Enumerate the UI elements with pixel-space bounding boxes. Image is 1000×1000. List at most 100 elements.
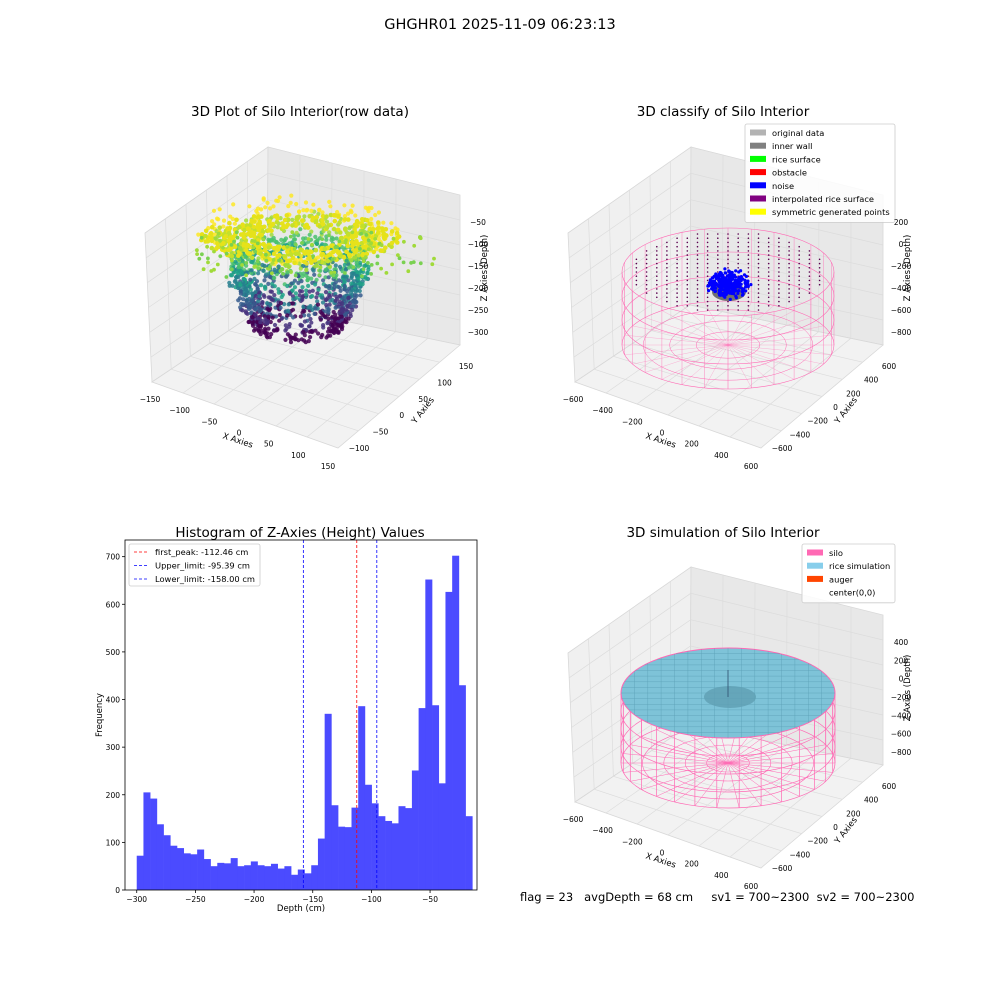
surface-point	[656, 279, 658, 282]
surface-point	[706, 267, 709, 269]
data-point	[360, 223, 365, 229]
surface-point	[747, 250, 750, 252]
histogram-bar	[244, 865, 252, 890]
legend-label: silo	[829, 548, 843, 558]
histogram-bar	[150, 798, 158, 890]
data-point	[323, 275, 328, 280]
grid-line	[608, 204, 614, 357]
silo-wire	[727, 302, 752, 346]
data-point	[313, 282, 318, 287]
data-point	[238, 282, 243, 287]
x-tick-label: −100	[169, 406, 190, 415]
data-point	[314, 241, 319, 246]
surface-point	[656, 262, 658, 265]
data-point	[304, 222, 310, 228]
data-point	[293, 273, 298, 278]
surface-point	[645, 262, 648, 265]
histogram-bar	[398, 806, 406, 890]
data-point	[291, 297, 296, 302]
x-axis-label: Depth (cm)	[277, 904, 325, 914]
z-tick-label: −150	[468, 262, 489, 271]
data-point	[290, 230, 295, 235]
data-point	[247, 284, 252, 289]
surface-point	[798, 296, 800, 299]
silo-wire	[727, 310, 795, 346]
data-point	[237, 245, 242, 250]
surface-point	[767, 271, 770, 273]
noise-point	[736, 289, 740, 293]
data-point	[290, 217, 295, 222]
data-point	[339, 314, 344, 319]
surface-point	[727, 267, 729, 269]
data-point	[331, 273, 336, 278]
data-point	[276, 287, 281, 292]
silo-wire	[656, 762, 729, 797]
data-point	[265, 200, 270, 205]
chart-classify: 3D classify of Silo Interior original dat…	[563, 104, 913, 471]
legend-label: inner wall	[772, 141, 812, 151]
data-point	[286, 308, 291, 313]
data-point	[302, 214, 307, 219]
silo-wire	[727, 762, 833, 773]
data-point	[325, 258, 331, 264]
surface-point	[778, 283, 780, 286]
data-point	[355, 241, 361, 247]
data-point	[373, 212, 378, 218]
z-axis-label: Z Axies (Depth)	[903, 235, 913, 302]
data-point	[310, 329, 315, 335]
data-point	[389, 229, 395, 234]
silo-wire	[727, 729, 800, 764]
data-point	[343, 226, 348, 231]
data-point	[259, 283, 264, 288]
data-point	[279, 316, 284, 321]
data-point	[356, 276, 361, 281]
surface-point	[686, 288, 689, 290]
surface-point	[686, 283, 689, 286]
status-footer: flag = 23 avgDepth = 68 cm sv1 = 700~230…	[520, 890, 915, 904]
grid-line	[206, 189, 210, 344]
surface-point	[737, 245, 739, 248]
data-point	[302, 259, 307, 265]
y-tick-label: 100	[437, 378, 452, 387]
surface-point	[686, 305, 689, 307]
data-point	[269, 289, 274, 294]
data-point	[359, 231, 363, 236]
surface-point	[788, 262, 790, 265]
surface-point	[676, 267, 678, 269]
data-point	[324, 237, 329, 242]
surface-point	[696, 258, 699, 261]
histogram-bar	[223, 863, 231, 890]
data-point	[277, 195, 282, 200]
noise-point	[709, 279, 713, 283]
surface-point	[727, 305, 729, 307]
data-point	[283, 323, 288, 328]
x-tick-label: 0	[660, 429, 665, 438]
surface-point	[757, 250, 760, 252]
data-point	[315, 299, 320, 304]
data-point	[253, 249, 258, 254]
data-point	[334, 328, 339, 333]
surface-point	[767, 237, 770, 239]
surface-point	[778, 279, 780, 282]
data-point	[268, 264, 272, 269]
surface-point	[635, 283, 638, 286]
surface-point	[747, 271, 750, 273]
surface-point	[656, 258, 658, 261]
data-point	[350, 230, 355, 235]
surface-point	[778, 262, 780, 265]
data-point	[269, 297, 274, 302]
data-point	[262, 278, 267, 283]
data-point	[294, 230, 299, 235]
surface-point	[778, 250, 780, 252]
data-point	[345, 303, 350, 309]
noise-point	[746, 279, 750, 283]
surface-point	[737, 237, 739, 239]
data-point	[348, 257, 354, 262]
z-tick-label: 0	[899, 240, 904, 249]
data-point	[292, 285, 298, 290]
data-point	[268, 302, 273, 307]
data-point	[244, 273, 249, 278]
surface-point	[635, 262, 638, 265]
data-point	[257, 294, 262, 299]
x-tick-label: 0	[237, 429, 242, 438]
